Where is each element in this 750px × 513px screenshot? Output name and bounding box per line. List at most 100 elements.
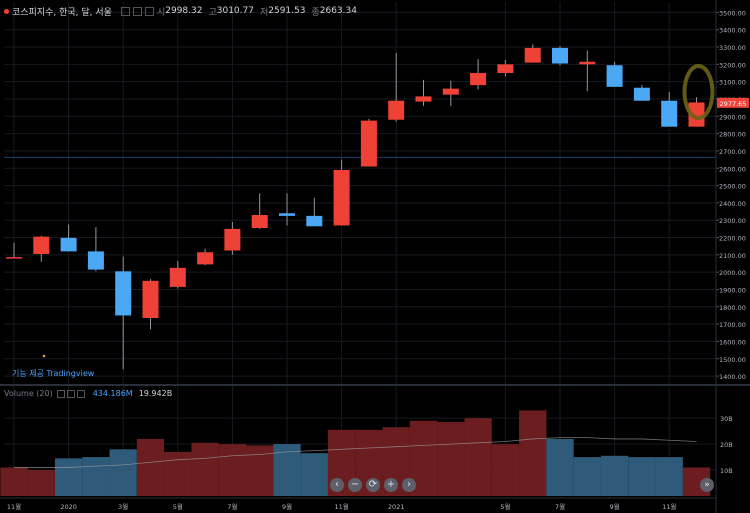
- candle: [606, 61, 623, 87]
- last-price-tag: [717, 97, 749, 108]
- volume-tick-label: 20B: [720, 441, 733, 449]
- volume-bar: [109, 449, 137, 496]
- close-label: 종: [311, 7, 320, 18]
- jump-to-realtime-button[interactable]: »: [700, 478, 714, 492]
- zoom-out-button[interactable]: −: [348, 478, 362, 492]
- visibility-toggle-icon[interactable]: [120, 6, 130, 16]
- scroll-left-button[interactable]: ‹: [330, 478, 344, 492]
- candle-body: [142, 280, 159, 319]
- open-value: 2998.32: [165, 6, 203, 16]
- time-tick-label: 2021: [388, 503, 405, 511]
- highlight-annotation: [682, 64, 715, 120]
- candle-body: [470, 73, 487, 86]
- time-tick-label: 7월: [227, 502, 237, 511]
- volume-bar: [573, 457, 601, 496]
- candle: [197, 248, 214, 266]
- time-tick-label: 7월: [555, 502, 565, 511]
- price-tick-label: 3300.00: [719, 44, 746, 52]
- price-tick-label: 1400.00: [719, 373, 746, 381]
- candle-body: [360, 120, 377, 167]
- candle: [142, 279, 159, 330]
- settings-icon[interactable]: [132, 6, 142, 16]
- volume-bar: [164, 451, 192, 496]
- candle-body: [306, 215, 323, 227]
- price-tick-label: 1700.00: [719, 321, 746, 329]
- price-tick-label: 2600.00: [719, 165, 746, 173]
- candle: [388, 53, 405, 122]
- price-tick-label: 1500.00: [719, 356, 746, 364]
- zoom-in-button[interactable]: +: [384, 478, 398, 492]
- price-tick-label: 2200.00: [719, 235, 746, 243]
- time-tick-label: 9월: [282, 502, 292, 511]
- volume-ma-value: 19.942B: [138, 389, 173, 398]
- candle: [6, 242, 22, 259]
- price-tick-label: 2800.00: [719, 131, 746, 139]
- volume-bar: [27, 470, 55, 496]
- candle: [60, 224, 77, 252]
- candle-body: [442, 88, 459, 95]
- volume-label: Volume (20): [4, 389, 53, 398]
- price-tick-label: 3400.00: [719, 27, 746, 35]
- time-tick-label: 11월: [662, 502, 676, 511]
- volume-ma-line: [14, 437, 697, 468]
- candle: [87, 227, 104, 272]
- candle: [633, 85, 650, 101]
- price-tick-label: 2100.00: [719, 252, 746, 260]
- time-tick-label: 5월: [500, 502, 510, 511]
- volume-bar: [246, 445, 274, 496]
- candle: [579, 50, 596, 92]
- price-tick-label: 1900.00: [719, 286, 746, 294]
- candle-body: [388, 100, 405, 120]
- high-label: 고: [208, 7, 217, 18]
- price-tick-label: 1800.00: [719, 304, 746, 312]
- candle: [33, 235, 50, 262]
- candle-body: [661, 100, 678, 127]
- candle: [306, 197, 323, 227]
- volume-legend: Volume (20) 434.186M 19.942B: [4, 389, 172, 398]
- candle: [333, 159, 350, 226]
- tradingview-credit[interactable]: 기능 제공 Tradingview: [12, 369, 95, 378]
- volume-bar: [82, 457, 110, 496]
- time-tick-label: 2020: [60, 503, 77, 511]
- volume-bar: [218, 444, 247, 496]
- candle-body: [552, 47, 568, 64]
- more-icon[interactable]: [144, 6, 154, 16]
- candle: [360, 118, 377, 167]
- volume-visibility-icon[interactable]: [56, 389, 65, 398]
- candle: [524, 44, 541, 63]
- volume-bar: [600, 455, 629, 496]
- candle: [115, 256, 132, 370]
- candle-body: [415, 96, 432, 102]
- candle: [169, 260, 186, 289]
- volume-bar: [54, 458, 83, 496]
- scroll-right-button[interactable]: ›: [402, 478, 416, 492]
- candle: [279, 193, 295, 226]
- reset-view-button[interactable]: ⟳: [366, 478, 380, 492]
- volume-bar: [546, 438, 574, 496]
- candle-body: [197, 252, 214, 265]
- price-tick-label: 2000.00: [719, 269, 746, 277]
- volume-settings-icon[interactable]: [66, 389, 75, 398]
- volume-bar: [300, 453, 328, 496]
- time-tick-label: 3월: [118, 502, 128, 511]
- candle-body: [279, 213, 295, 216]
- volume-bar: [437, 422, 465, 496]
- volume-value: 434.186M: [92, 389, 133, 398]
- volume-tick-label: 10B: [720, 467, 733, 475]
- open-label: 시: [156, 7, 166, 18]
- price-tick-label: 3500.00: [719, 9, 746, 17]
- candle-body: [497, 64, 514, 74]
- candle-body: [579, 61, 596, 65]
- volume-bar: [628, 457, 656, 496]
- marker-dot: [42, 354, 46, 358]
- candle-body: [6, 257, 22, 259]
- volume-bar: [0, 467, 28, 496]
- candle: [224, 221, 241, 255]
- candle: [470, 59, 487, 90]
- price-tick-label: 2400.00: [719, 200, 746, 208]
- volume-bar: [136, 438, 165, 496]
- low-label: 저: [259, 7, 269, 18]
- symbol-label[interactable]: 코스피지수, 한국, 달, 서울: [12, 7, 112, 18]
- volume-more-icon[interactable]: [76, 389, 85, 398]
